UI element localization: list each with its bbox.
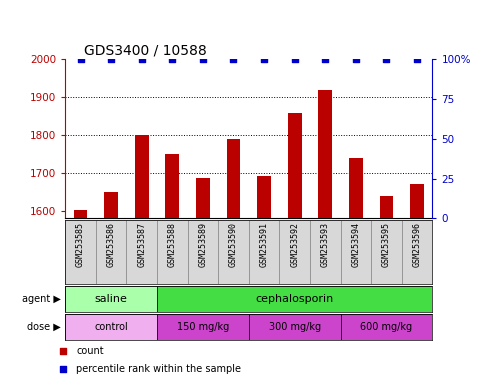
Bar	[65, 220, 96, 284]
Point	[321, 56, 329, 62]
Point	[169, 56, 176, 62]
Text: dose ▶: dose ▶	[27, 322, 60, 332]
Bar	[402, 220, 432, 284]
Text: GSM253594: GSM253594	[351, 222, 360, 267]
Point	[107, 56, 115, 62]
Text: GSM253595: GSM253595	[382, 222, 391, 267]
Point	[291, 56, 298, 62]
Text: GSM253588: GSM253588	[168, 222, 177, 267]
Text: GSM253593: GSM253593	[321, 222, 330, 267]
Bar	[187, 220, 218, 284]
Text: GSM253590: GSM253590	[229, 222, 238, 267]
Bar	[96, 220, 127, 284]
Bar	[371, 220, 402, 284]
Bar	[410, 184, 424, 218]
Bar	[279, 220, 310, 284]
Bar	[341, 220, 371, 284]
Text: GSM253591: GSM253591	[259, 222, 269, 267]
Text: cephalosporin: cephalosporin	[256, 294, 334, 304]
Text: GSM253589: GSM253589	[199, 222, 207, 267]
Point	[413, 56, 421, 62]
Bar	[218, 220, 249, 284]
Bar	[288, 113, 301, 218]
Point	[138, 56, 145, 62]
Bar	[196, 177, 210, 218]
Bar	[135, 135, 149, 218]
Text: GSM253585: GSM253585	[76, 222, 85, 267]
Bar	[73, 210, 87, 218]
Bar	[380, 196, 393, 218]
Text: count: count	[76, 346, 104, 356]
Bar	[165, 154, 179, 218]
Point	[260, 56, 268, 62]
Bar	[249, 220, 279, 284]
Text: percentile rank within the sample: percentile rank within the sample	[76, 364, 242, 374]
Bar	[157, 220, 187, 284]
Bar	[104, 192, 118, 218]
Bar	[65, 286, 157, 312]
Text: 300 mg/kg: 300 mg/kg	[269, 322, 321, 332]
Text: 600 mg/kg: 600 mg/kg	[360, 322, 412, 332]
Text: control: control	[94, 322, 128, 332]
Text: 150 mg/kg: 150 mg/kg	[177, 322, 229, 332]
Point	[352, 56, 360, 62]
Point	[199, 56, 207, 62]
Point	[77, 56, 85, 62]
Text: GSM253592: GSM253592	[290, 222, 299, 267]
Bar	[249, 314, 341, 340]
Text: GSM253586: GSM253586	[107, 222, 115, 267]
Text: GSM253587: GSM253587	[137, 222, 146, 267]
Text: agent ▶: agent ▶	[22, 294, 60, 304]
Text: saline: saline	[95, 294, 128, 304]
Point	[383, 56, 390, 62]
Bar	[157, 314, 249, 340]
Text: GSM253596: GSM253596	[412, 222, 422, 267]
Bar	[127, 220, 157, 284]
Point	[229, 56, 237, 62]
Text: GDS3400 / 10588: GDS3400 / 10588	[84, 44, 206, 58]
Point	[309, 96, 316, 102]
Bar	[257, 176, 271, 218]
Bar	[349, 158, 363, 218]
Point	[309, 253, 316, 259]
Bar	[318, 90, 332, 218]
Bar	[157, 286, 432, 312]
Bar	[341, 314, 432, 340]
Bar	[310, 220, 341, 284]
Bar	[227, 139, 241, 218]
Bar	[65, 314, 157, 340]
